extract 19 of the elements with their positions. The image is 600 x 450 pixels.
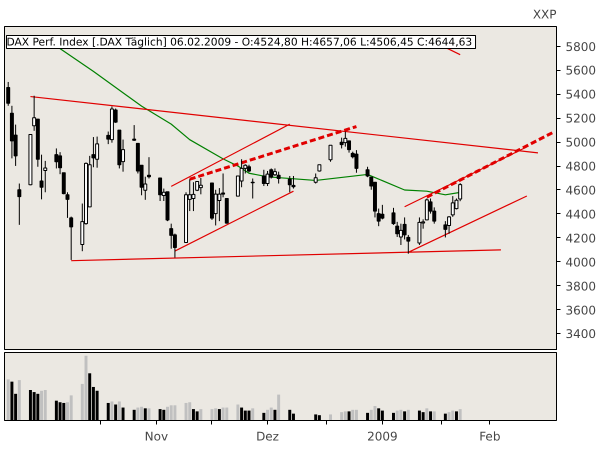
x-tick-label: Nov [144, 430, 168, 444]
y-tick-label: 5600 [566, 64, 596, 78]
x-tick-label: 2009 [367, 430, 398, 444]
y-axis-title: XXP [532, 8, 557, 22]
x-tick-label: Dez [256, 430, 279, 444]
y-tick-label: 5800 [566, 40, 596, 54]
y-tick-label: 3800 [566, 279, 596, 294]
y-tick-label: 5400 [566, 88, 596, 102]
y-tick-label: 4600 [566, 183, 596, 198]
y-tick-label: 4000 [566, 255, 596, 270]
text: DAX Perf. Index [.DAX Täglich] 06.02.2009 - O:4524,80 H:4657,06 L:4506,45 C:4644,63 [6, 36, 472, 48]
y-tick-label: 4200 [566, 231, 596, 246]
y-tick-label: 5000 [566, 136, 596, 150]
y-tick-label: 4400 [566, 207, 596, 222]
y-tick-label: 5200 [566, 112, 596, 126]
x-tick-label: Feb [479, 430, 500, 444]
y-tick-label: 3400 [566, 327, 596, 342]
y-tick-label: 4800 [566, 160, 596, 174]
y-tick-label: 3600 [566, 303, 596, 318]
